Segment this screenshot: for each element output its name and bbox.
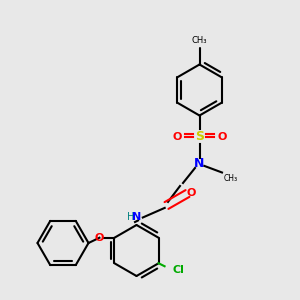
Text: Cl: Cl bbox=[172, 265, 184, 275]
Text: O: O bbox=[217, 131, 227, 142]
Text: CH₃: CH₃ bbox=[224, 174, 238, 183]
Text: S: S bbox=[195, 130, 204, 143]
Text: O: O bbox=[186, 188, 196, 199]
Text: H: H bbox=[127, 212, 134, 223]
Text: O: O bbox=[172, 131, 182, 142]
Text: CH₃: CH₃ bbox=[192, 36, 207, 45]
Text: N: N bbox=[132, 212, 141, 223]
Text: N: N bbox=[194, 157, 205, 170]
Text: O: O bbox=[94, 233, 104, 243]
